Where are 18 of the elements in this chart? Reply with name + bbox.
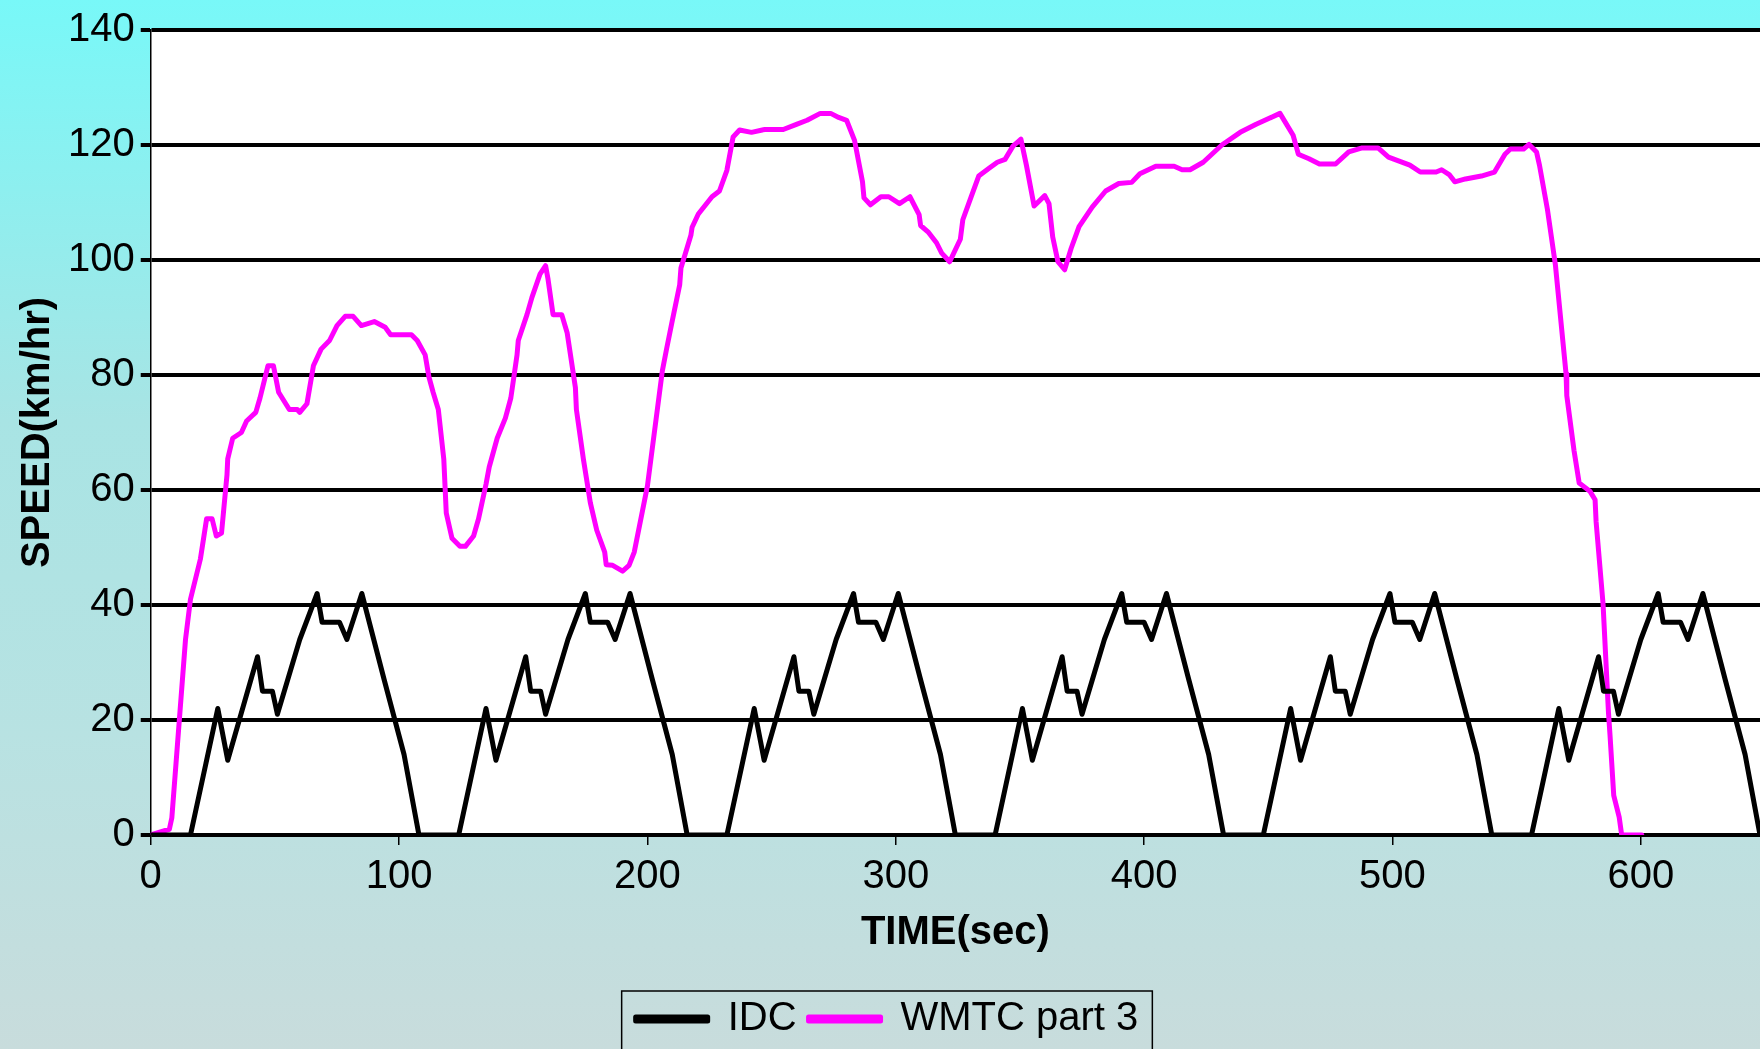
x-tick-label: 300	[862, 852, 930, 897]
legend-label: WMTC part 3	[900, 994, 1139, 1039]
y-tick-label: 140	[67, 5, 135, 50]
x-tick-label: 100	[365, 852, 433, 897]
x-tick-label: 200	[614, 852, 681, 897]
y-tick-label: 120	[67, 120, 135, 165]
x-tick-label: 400	[1110, 852, 1178, 897]
y-tick-label: 20	[90, 695, 135, 740]
x-tick-label: 500	[1359, 852, 1426, 897]
x-tick-label: 600	[1607, 852, 1675, 897]
y-tick-label: 80	[90, 350, 135, 395]
y-tick-label: 60	[90, 465, 135, 510]
legend-label: IDC	[727, 994, 797, 1039]
y-tick-label: 40	[90, 580, 135, 625]
y-tick-label: 0	[112, 810, 135, 855]
x-axis-title: TIME(sec)	[860, 908, 1050, 953]
y-tick-label: 100	[67, 235, 135, 280]
y-axis-title: SPEED(km/hr)	[13, 296, 58, 569]
